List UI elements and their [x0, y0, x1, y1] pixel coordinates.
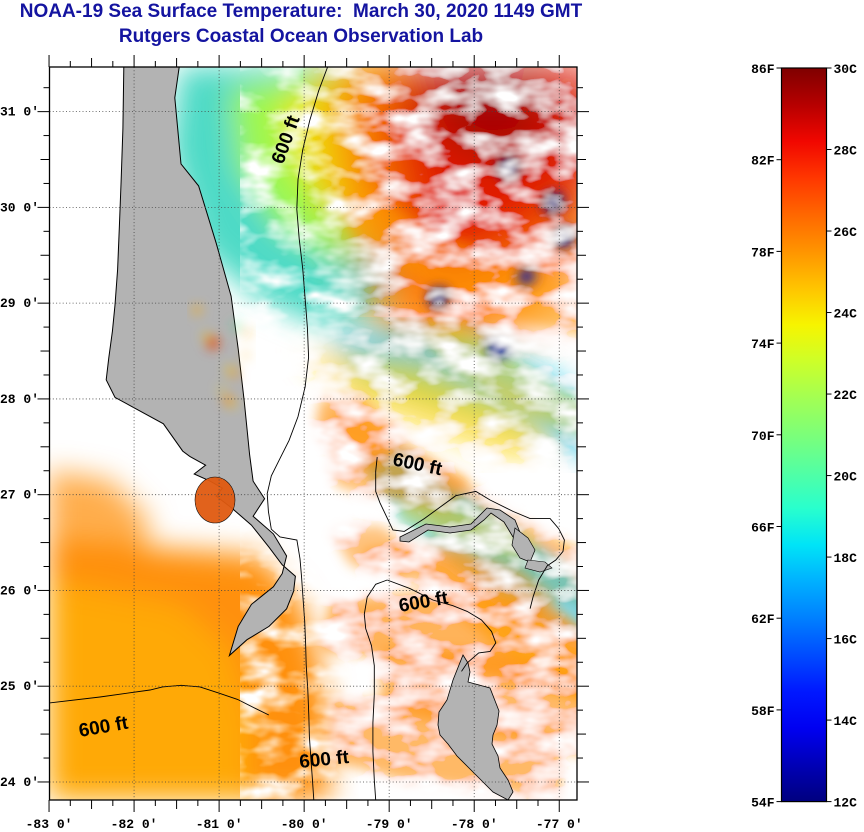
svg-text:54F: 54F: [751, 796, 775, 811]
svg-text:74F: 74F: [751, 337, 775, 352]
svg-text:24 0': 24 0': [0, 775, 39, 790]
svg-text:78F: 78F: [751, 245, 775, 260]
svg-text:18C: 18C: [834, 551, 858, 566]
svg-text:66F: 66F: [751, 521, 775, 536]
svg-text:25 0': 25 0': [0, 679, 39, 694]
svg-text:27 0': 27 0': [0, 488, 39, 503]
svg-text:12C: 12C: [834, 796, 858, 811]
svg-text:-80 0': -80 0': [281, 817, 328, 832]
svg-text:-82 0': -82 0': [111, 817, 158, 832]
svg-text:82F: 82F: [751, 154, 775, 169]
svg-text:22C: 22C: [834, 388, 858, 403]
svg-text:28 0': 28 0': [0, 392, 39, 407]
svg-text:29 0': 29 0': [0, 296, 39, 311]
svg-text:30 0': 30 0': [0, 200, 39, 215]
svg-text:30C: 30C: [834, 62, 858, 77]
svg-text:14C: 14C: [834, 714, 858, 729]
svg-text:31 0': 31 0': [0, 105, 39, 120]
svg-text:70F: 70F: [751, 429, 775, 444]
svg-text:-81 0': -81 0': [196, 817, 243, 832]
svg-text:28C: 28C: [834, 144, 858, 159]
svg-text:16C: 16C: [834, 633, 858, 648]
svg-text:-77 0': -77 0': [536, 817, 583, 832]
svg-text:-78 0': -78 0': [451, 817, 498, 832]
svg-text:86F: 86F: [751, 62, 775, 77]
svg-text:20C: 20C: [834, 470, 858, 485]
svg-text:26 0': 26 0': [0, 583, 39, 598]
svg-text:-83 0': -83 0': [26, 817, 73, 832]
svg-text:58F: 58F: [751, 704, 775, 719]
svg-text:-79 0': -79 0': [366, 817, 413, 832]
svg-text:62F: 62F: [751, 612, 775, 627]
svg-text:26C: 26C: [834, 225, 858, 240]
svg-text:24C: 24C: [834, 307, 858, 322]
